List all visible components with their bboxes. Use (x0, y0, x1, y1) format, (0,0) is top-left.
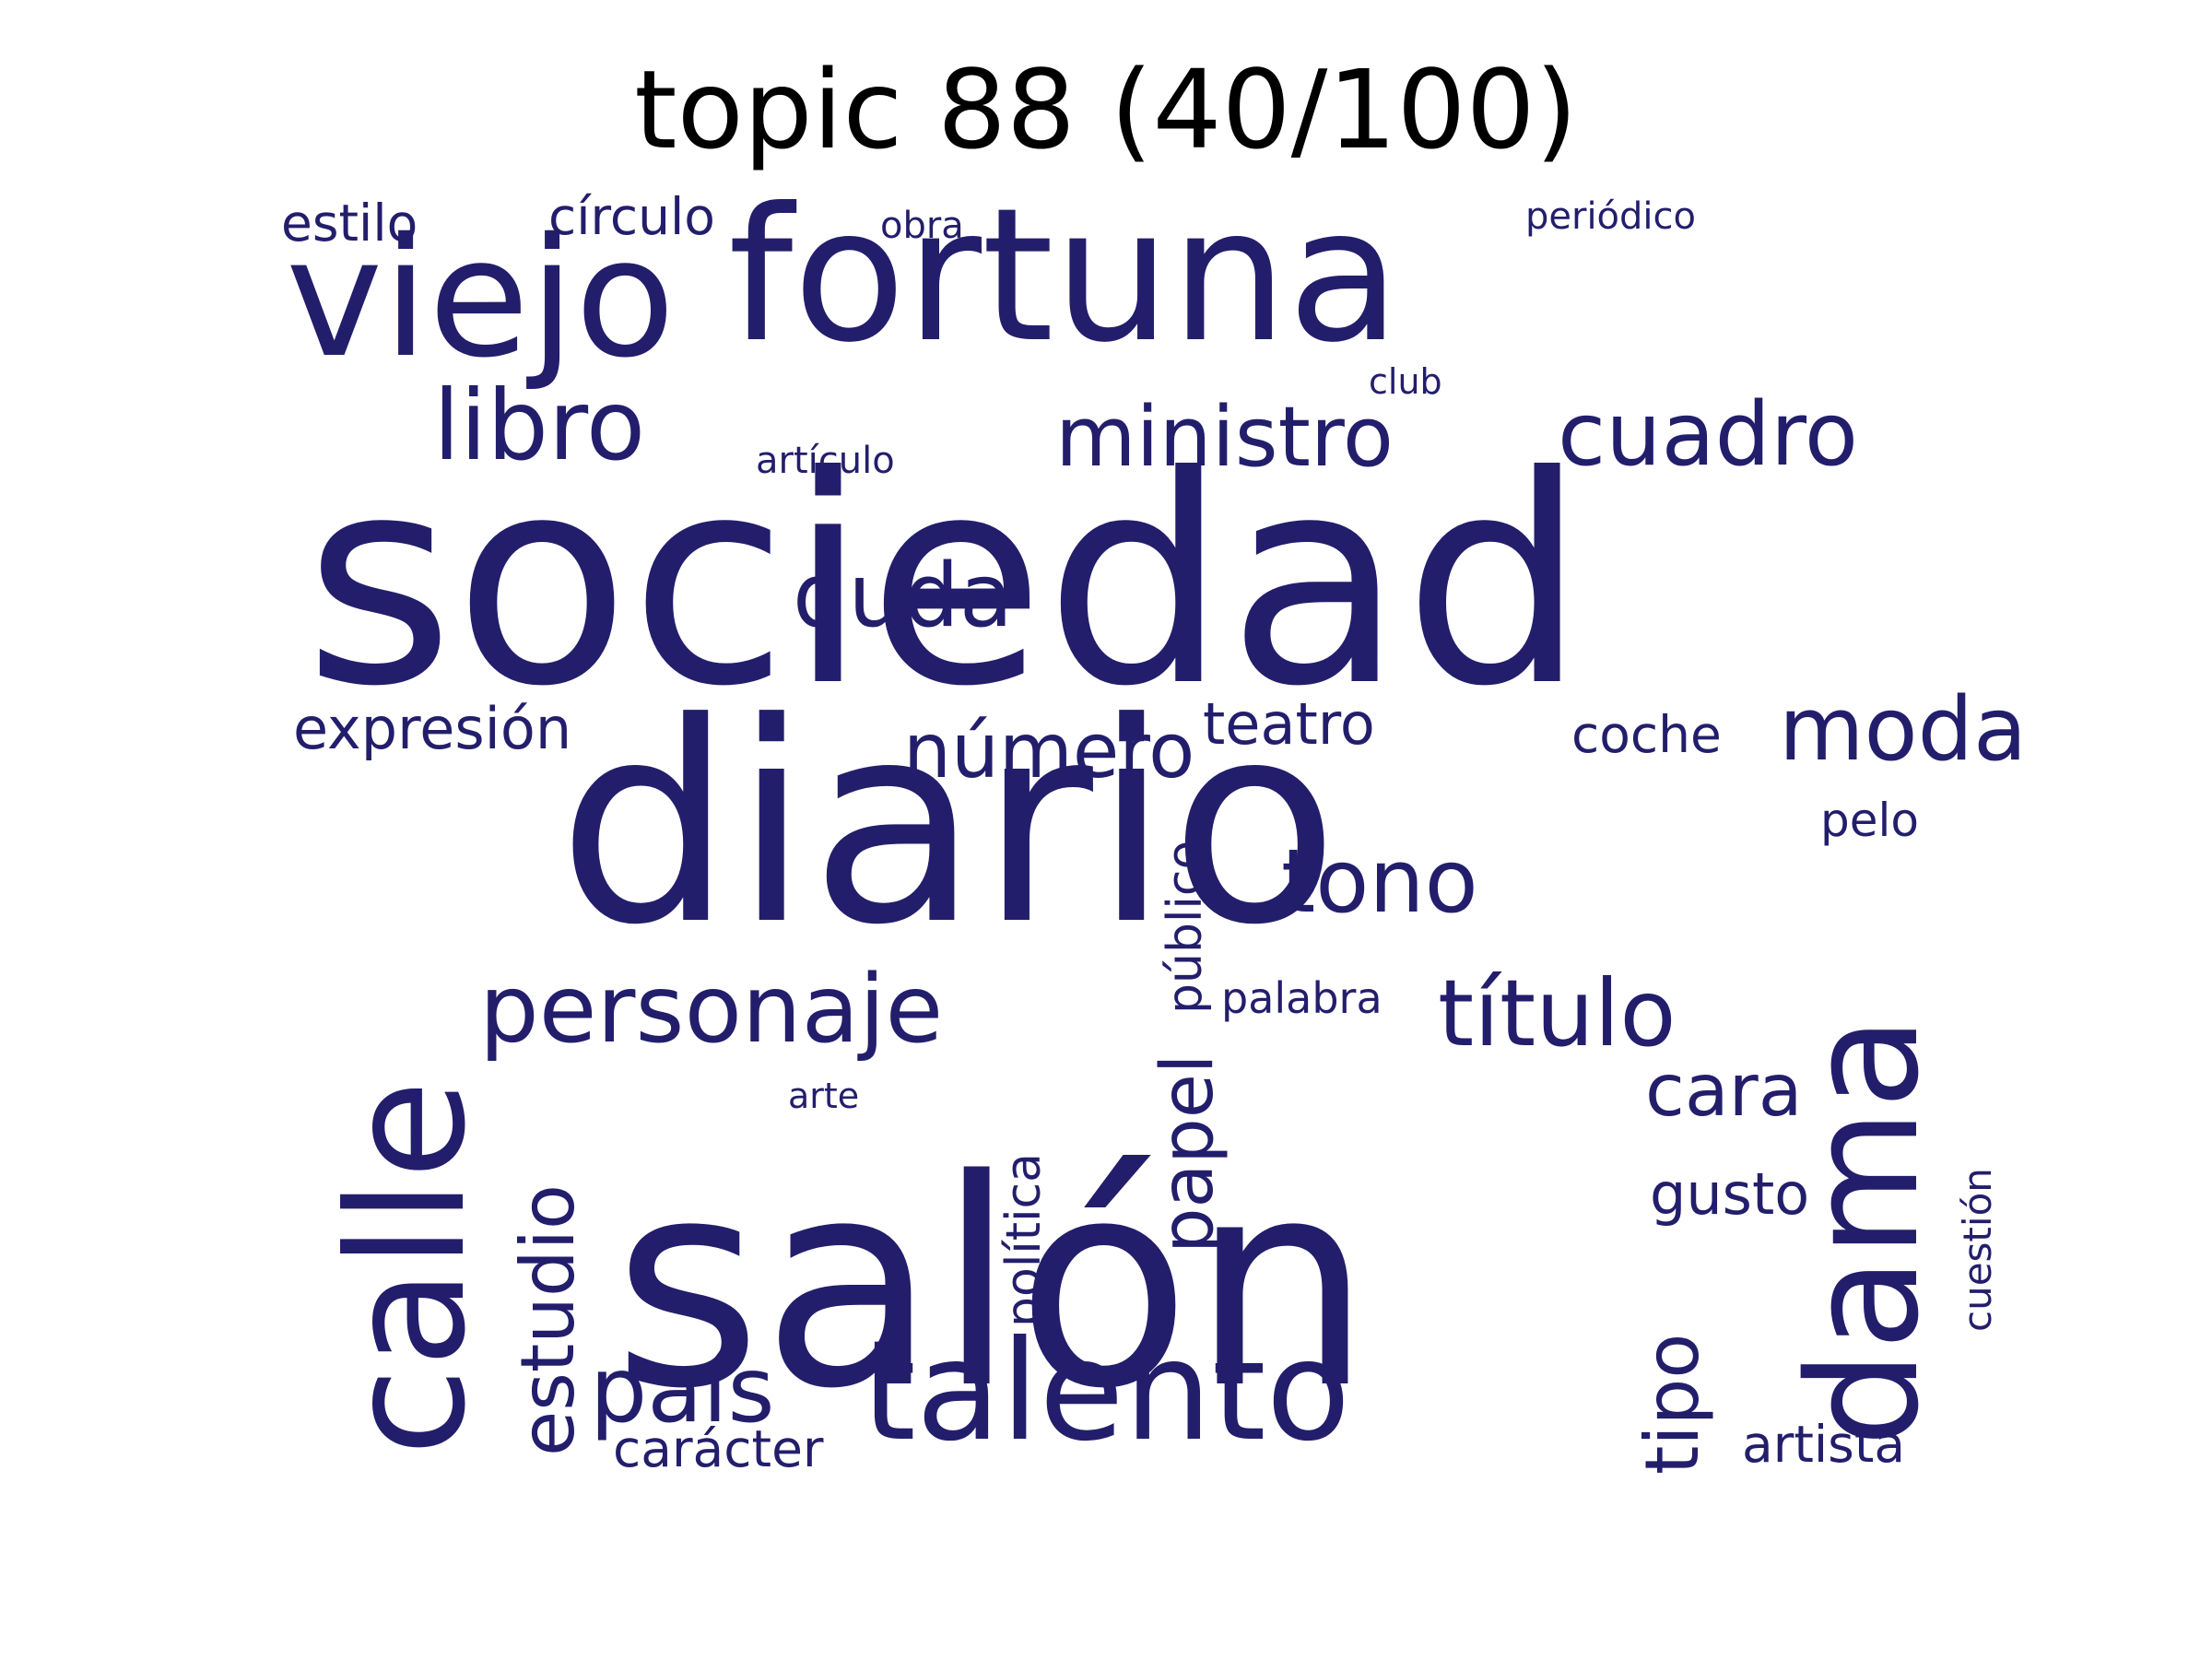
cloud-word-club: club (1369, 361, 1442, 402)
cloud-word-teatro: teatro (1203, 690, 1375, 758)
cloud-word-articulo: artículo (756, 440, 895, 482)
cloud-word-caracter: carácter (613, 1419, 824, 1478)
cloud-word-gusto: gusto (1650, 1160, 1810, 1228)
cloud-word-palabra: palabra (1221, 973, 1382, 1023)
cloud-word-cuadro: cuadro (1558, 384, 1859, 486)
cloud-word-ministro: ministro (1055, 389, 1394, 486)
cloud-word-cuestion: cuestión (1955, 1168, 2000, 1332)
cloud-word-estudio: estudio (505, 1184, 591, 1456)
cloud-word-artista: artista (1742, 1415, 1906, 1474)
cloud-word-papel: papel (1147, 1053, 1230, 1253)
cloud-word-circulo: círculo (548, 187, 715, 246)
cloud-word-viejo: viejo (286, 203, 676, 394)
cloud-word-dama: dama (1775, 1016, 1952, 1447)
cloud-word-sociedad: sociedad (304, 414, 1586, 749)
cloud-word-arte: arte (788, 1076, 860, 1116)
cloud-word-estilo: estilo (281, 194, 418, 253)
cloud-word-talento: talento (862, 1312, 1351, 1472)
cloud-word-politica: política (996, 1152, 1052, 1327)
cloud-word-fortuna: fortuna (728, 169, 1401, 383)
cloud-word-personaje: personaje (479, 955, 944, 1065)
cloud-word-periodico: periódico (1525, 195, 1696, 238)
cloud-word-numero: número (903, 708, 1195, 795)
cloud-word-publico: público (1158, 840, 1213, 1014)
cloud-word-libro: libro (433, 370, 646, 482)
cloud-word-tipo: tipo (1630, 1333, 1715, 1475)
cloud-word-pais: país (590, 1338, 775, 1443)
cloud-word-diario: diario (558, 664, 1339, 985)
cloud-word-duda: duda (793, 546, 1014, 647)
cloud-word-salon: salón (613, 1119, 1372, 1452)
cloud-word-moda: moda (1779, 679, 2028, 781)
cloud-word-coche: coche (1571, 705, 1722, 764)
cloud-word-expresion: expresión (293, 695, 572, 762)
cloud-word-calle: calle (314, 1079, 501, 1456)
cloud-word-obra: obra (880, 205, 964, 247)
cloud-word-pelo: pelo (1820, 794, 1919, 847)
cloud-word-titulo: título (1438, 959, 1677, 1067)
cloud-word-cara: cara (1645, 1050, 1803, 1133)
cloud-title: topic 88 (40/100) (634, 46, 1578, 173)
cloud-word-tono: tono (1281, 831, 1478, 933)
